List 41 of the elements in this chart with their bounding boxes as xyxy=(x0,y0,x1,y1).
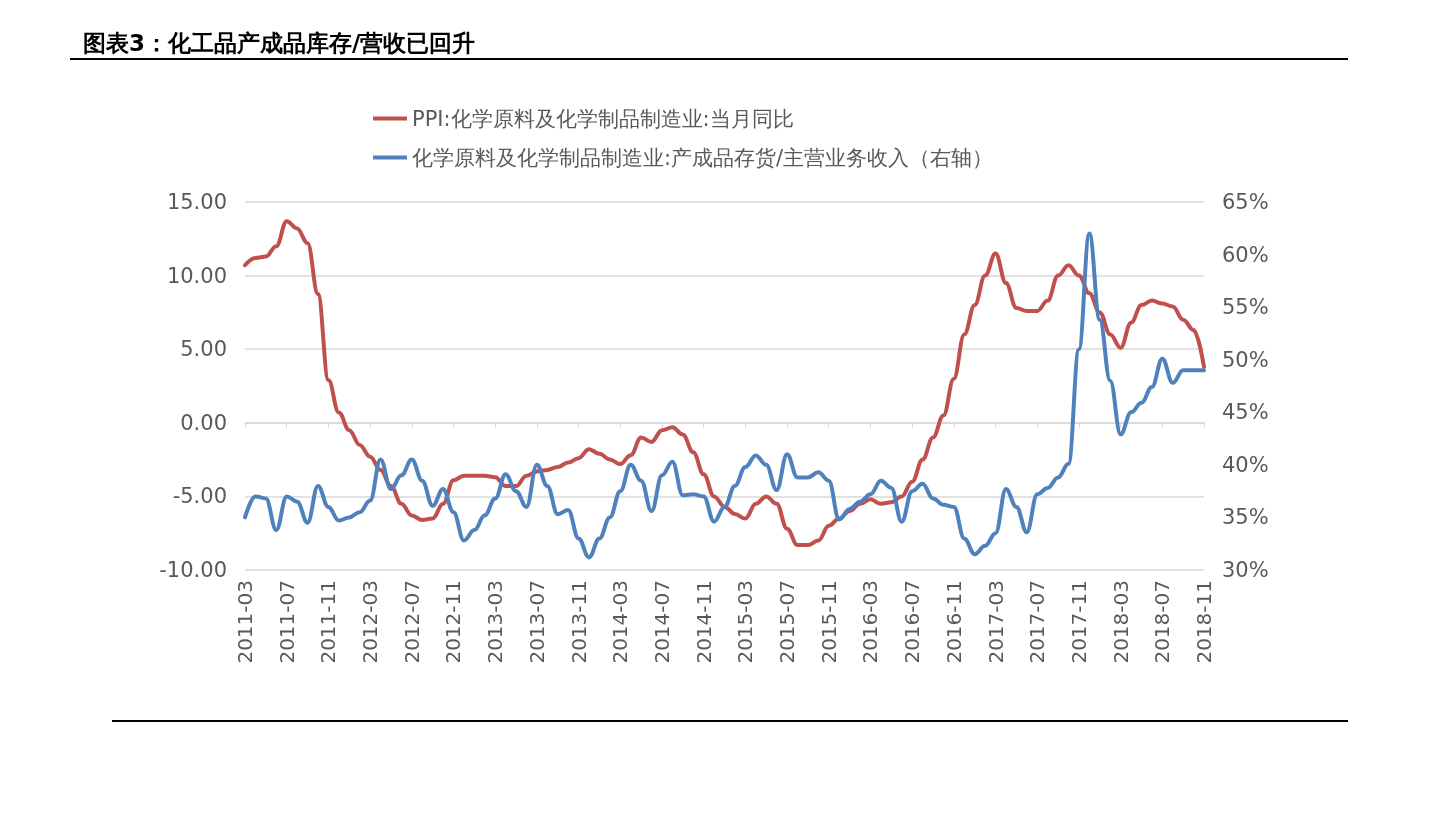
x-tick-label: 2016-07 xyxy=(900,580,925,664)
x-tick-label: 2017-07 xyxy=(1025,580,1050,664)
x-tick-label: 2018-03 xyxy=(1108,580,1133,664)
x-tick-label: 2016-11 xyxy=(941,580,966,664)
x-tick-label: 2018-11 xyxy=(1192,580,1216,664)
y2-tick-label: 60% xyxy=(1222,242,1269,267)
y2-tick-label: 30% xyxy=(1222,558,1269,582)
x-tick-label: 2017-11 xyxy=(1066,580,1091,664)
y2-tick-label: 50% xyxy=(1222,347,1269,372)
x-tick-label: 2015-11 xyxy=(816,580,841,664)
x-tick-label: 2012-11 xyxy=(441,580,466,664)
x-tick-label: 2016-03 xyxy=(858,580,883,664)
x-tick-label: 2015-07 xyxy=(775,580,800,664)
y2-tick-label: 65% xyxy=(1222,190,1269,214)
y-tick-label: 0.00 xyxy=(180,410,227,435)
x-tick-label: 2012-03 xyxy=(358,580,383,664)
y2-tick-label: 40% xyxy=(1222,452,1269,477)
x-tick-label: 2017-03 xyxy=(983,580,1008,664)
legend-label: PPI:化学原料及化学制品制造业:当月同比 xyxy=(412,106,794,131)
x-tick-label: 2015-03 xyxy=(733,580,758,664)
chart-title: 图表3：化工品产成品库存/营收已回升 xyxy=(83,29,476,56)
x-tick-label: 2011-11 xyxy=(316,580,341,664)
x-tick-label: 2011-07 xyxy=(274,580,299,664)
x-tick-label: 2013-07 xyxy=(524,580,549,664)
y2-tick-label: 45% xyxy=(1222,400,1269,425)
x-tick-label: 2011-03 xyxy=(233,580,257,664)
x-tick-label: 2012-07 xyxy=(399,580,424,664)
x-tick-label: 2014-03 xyxy=(608,580,633,664)
y-tick-label: -10.00 xyxy=(159,558,227,582)
y2-tick-label: 35% xyxy=(1222,505,1269,530)
x-tick-label: 2014-07 xyxy=(649,580,674,664)
x-tick-label: 2013-11 xyxy=(566,580,591,664)
y2-tick-label: 55% xyxy=(1222,295,1269,320)
x-tick-label: 2013-03 xyxy=(483,580,508,664)
y-tick-label: 15.00 xyxy=(166,190,227,214)
y-tick-label: 5.00 xyxy=(180,337,227,362)
x-tick-label: 2018-07 xyxy=(1150,580,1175,664)
y-tick-label: -5.00 xyxy=(172,484,227,509)
legend-label: 化学原料及化学制品制造业:产成品存货/主营业务收入（右轴） xyxy=(412,145,994,170)
y-tick-label: 10.00 xyxy=(166,263,227,288)
x-tick-label: 2014-11 xyxy=(691,580,716,664)
